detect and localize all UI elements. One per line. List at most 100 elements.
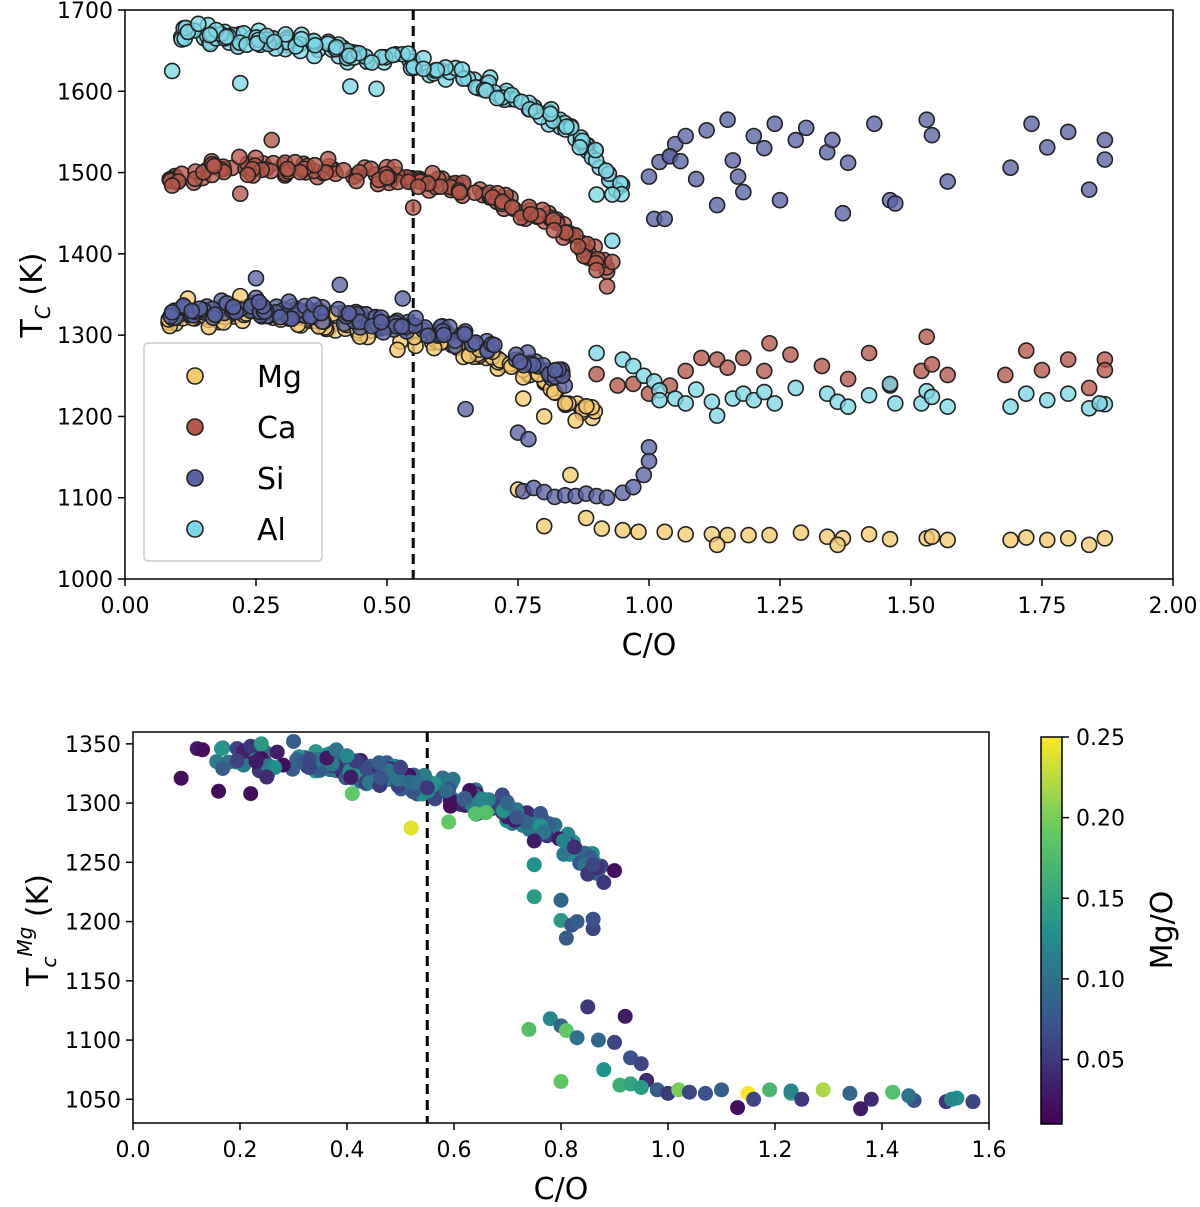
scatter-point-si <box>672 152 689 170</box>
scatter-point <box>580 999 596 1015</box>
y-tick-label: 1200 <box>65 911 121 936</box>
scatter-point-si <box>735 183 752 201</box>
scatter-point-si <box>340 305 358 322</box>
scatter-point-al <box>571 139 589 156</box>
scatter-point <box>585 857 601 873</box>
y-tick-label: 1300 <box>57 324 113 349</box>
scatter-point-ca <box>588 261 605 279</box>
scatter-point-mg <box>1059 530 1077 547</box>
scatter-point-ca <box>163 177 181 194</box>
scatter-point <box>558 1023 574 1039</box>
scatter-point-si <box>457 400 474 418</box>
scatter-point-mg <box>577 509 595 527</box>
scatter-point <box>286 733 301 749</box>
scatter-point-mg <box>740 526 757 544</box>
scatter-point-mg <box>1017 529 1035 546</box>
scatter-point-ca <box>1059 351 1077 368</box>
scatter-point <box>633 1079 649 1095</box>
y-tick-label: 1050 <box>65 1088 121 1113</box>
scatter-point-al <box>588 186 605 203</box>
scatter-point <box>302 760 318 776</box>
scatter-point-ca <box>409 178 427 196</box>
scatter-point <box>474 791 490 807</box>
scatter-point <box>438 783 454 799</box>
scatter-point-si <box>520 430 537 448</box>
scatter-point <box>553 892 569 908</box>
scatter-point <box>553 1074 569 1090</box>
x-tick-label: 1.00 <box>625 594 674 619</box>
y-axis-label-unit: (K) <box>15 253 50 306</box>
scatter-point-ca <box>378 169 396 186</box>
scatter-point-si <box>407 309 424 327</box>
scatter-point-mg <box>614 521 632 539</box>
scatter-point-si <box>225 298 242 316</box>
scatter-point-ca <box>1096 361 1114 379</box>
scatter-point-ca <box>588 365 605 383</box>
scatter-point-al <box>163 62 181 80</box>
scatter-point <box>536 824 552 840</box>
scatter-point <box>617 1008 633 1024</box>
scatter-point-si <box>1096 131 1114 149</box>
scatter-point-si <box>939 173 956 190</box>
x-tick-label: 1.2 <box>758 1138 793 1163</box>
scatter-point <box>590 1032 606 1048</box>
scatter-point-si <box>624 478 642 496</box>
scatter-point <box>526 889 542 905</box>
scatter-point-ca <box>404 199 422 216</box>
scatter-point <box>783 1083 799 1099</box>
scatter-point-ca <box>782 346 799 363</box>
scatter-point <box>229 753 245 769</box>
scatter-point-al <box>190 15 207 33</box>
scatter-point-si <box>280 293 298 310</box>
scatter-point-si <box>886 195 904 212</box>
y-axis-label-main: T <box>15 318 50 338</box>
scatter-point-mg <box>923 528 941 546</box>
legend-marker-al <box>186 520 204 538</box>
scatter-point-ca <box>1033 361 1051 379</box>
scatter-point-al <box>415 60 432 78</box>
y-axis-label-main: T <box>21 967 56 987</box>
scatter-point-si <box>183 302 201 320</box>
scatter-point-al <box>755 383 773 401</box>
scatter-point-si <box>824 131 841 149</box>
scatter-point <box>390 771 406 787</box>
scatter-point-mg <box>1002 531 1019 549</box>
scatter-point-al <box>1017 385 1035 402</box>
scatter-point-al <box>231 74 249 92</box>
scatter-point-al <box>328 38 345 56</box>
scatter-point <box>248 754 264 770</box>
scatter-point-ca <box>231 185 249 203</box>
scatter-point <box>359 760 375 776</box>
scatter-point-si <box>1059 123 1077 141</box>
x-tick-label: 1.50 <box>887 594 936 619</box>
scatter-point-si <box>1096 151 1114 168</box>
scatter-point-al <box>368 80 385 98</box>
x-tick-label: 2.00 <box>1149 594 1198 619</box>
scatter-point-ca <box>522 205 540 223</box>
scatter-point <box>211 783 227 799</box>
scatter-point <box>730 1100 746 1116</box>
scatter-point-si <box>656 210 674 228</box>
scatter-point-ca <box>263 131 281 149</box>
scatter-point-al <box>266 33 283 51</box>
scatter-point <box>815 1082 831 1098</box>
scatter-point-si <box>467 334 484 351</box>
scatter-point <box>259 769 275 785</box>
scatter-point <box>569 1030 585 1046</box>
y-tick-label: 1600 <box>57 80 113 105</box>
scatter-point-al <box>488 89 506 107</box>
x-tick-label: 0.25 <box>232 594 281 619</box>
y-tick-label: 1300 <box>65 792 121 817</box>
scatter-point-ca <box>997 366 1014 384</box>
legend-label-al: Al <box>257 513 286 548</box>
scatter-point-ca <box>609 377 626 394</box>
scatter-point <box>714 1082 729 1098</box>
scatter-point <box>794 1091 810 1107</box>
scatter-point-mg <box>578 397 595 415</box>
scatter-point-mg <box>708 536 726 554</box>
scatter-point-si <box>272 308 289 326</box>
scatter-point-si <box>797 119 815 137</box>
plot-frame <box>124 9 1174 580</box>
scatter-point-si <box>419 327 437 345</box>
scatter-point-ca <box>735 349 752 367</box>
